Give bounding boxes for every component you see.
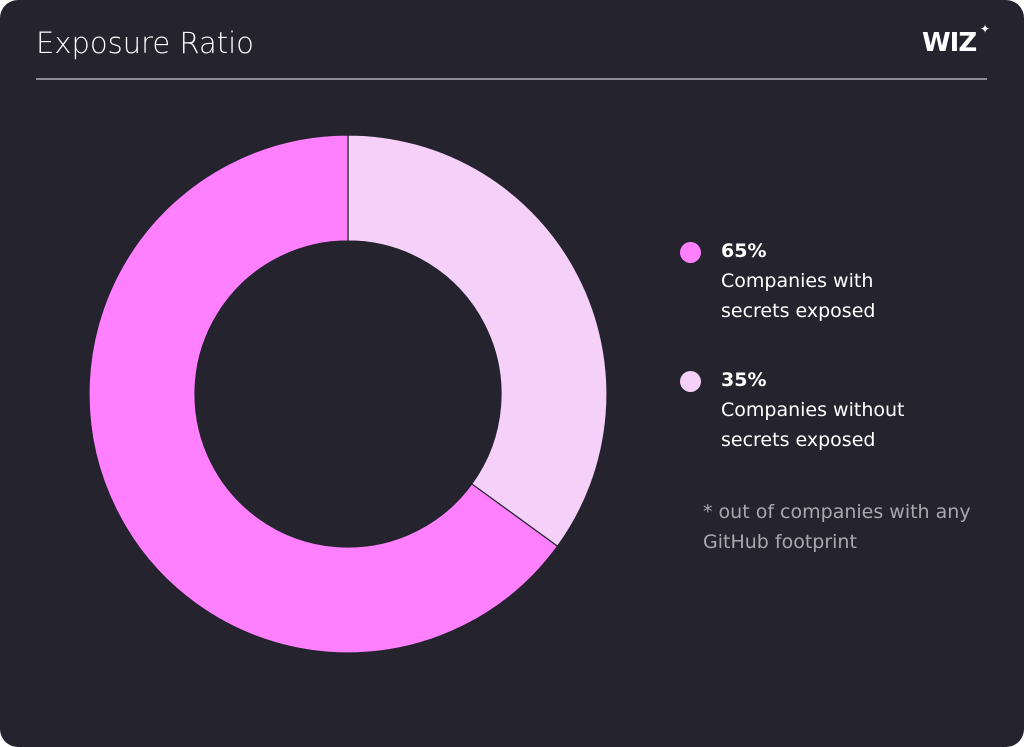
legend-label: Companies without secrets exposed <box>721 399 905 451</box>
footnote: * out of companies with any GitHub footp… <box>703 501 971 553</box>
legend-swatch <box>680 242 701 263</box>
legend-value: 65% <box>721 240 767 262</box>
legend-label: Companies with secrets exposed <box>721 270 876 322</box>
legend-swatch <box>680 371 701 392</box>
donut-slice-0 <box>88 134 559 654</box>
chart-title: Exposure Ratio <box>36 26 254 60</box>
sparkle-icon: ✦ <box>980 22 990 36</box>
donut-slice-1 <box>347 134 608 548</box>
wiz-logo: WIZ ✦ <box>922 22 990 58</box>
header-divider <box>36 78 987 80</box>
legend-value: 35% <box>721 369 767 391</box>
